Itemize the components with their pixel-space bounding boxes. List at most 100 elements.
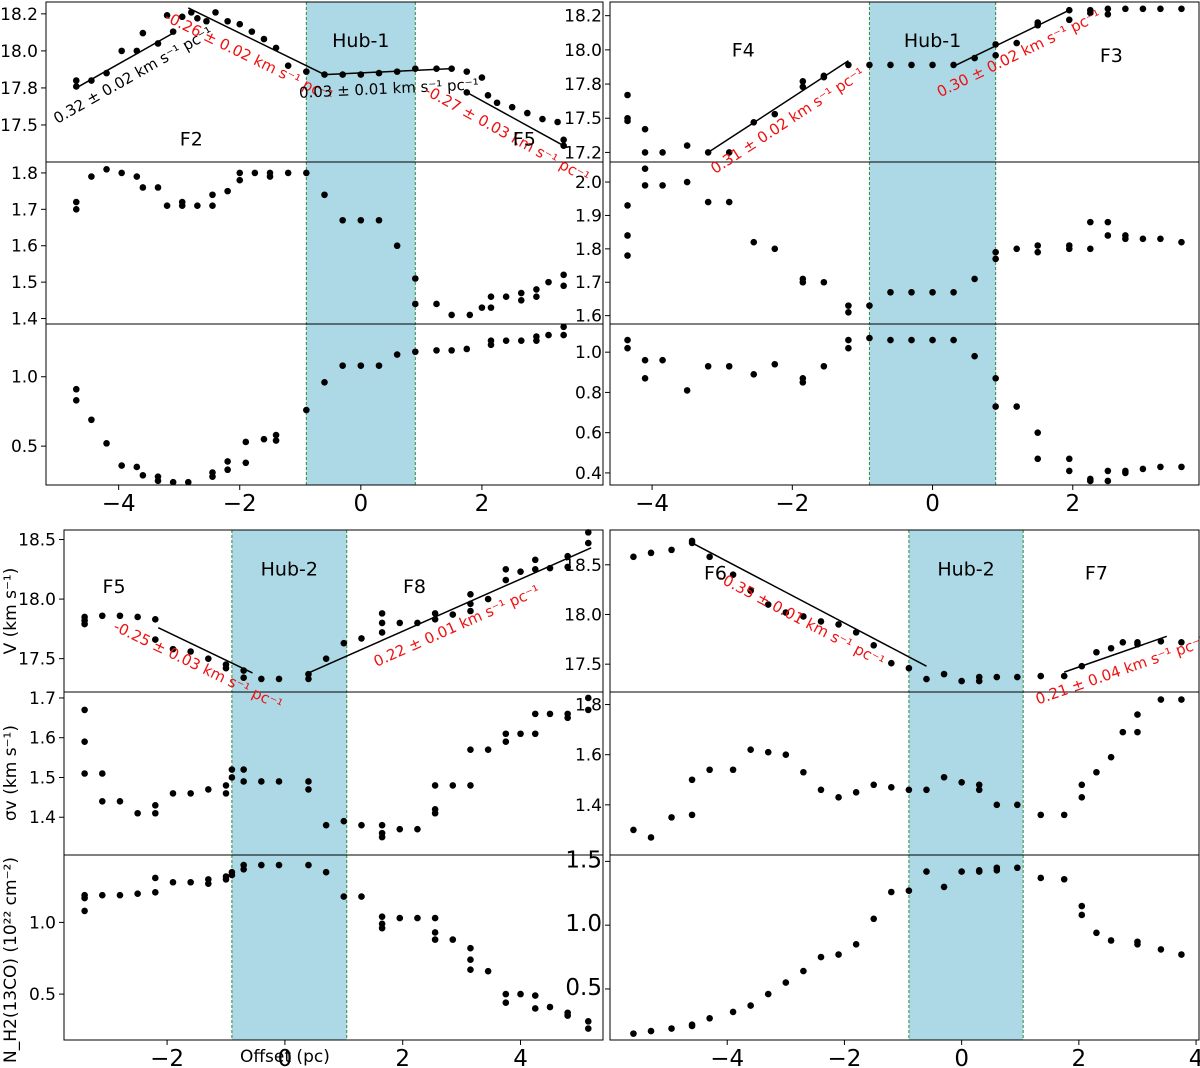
data-point <box>584 1025 592 1032</box>
data-point <box>852 941 860 948</box>
data-point <box>1104 5 1112 13</box>
data-point <box>152 616 159 623</box>
data-point <box>448 347 455 354</box>
data-point <box>378 913 386 920</box>
data-point <box>820 362 828 370</box>
data-point <box>929 336 936 344</box>
data-point <box>799 278 807 286</box>
data-point <box>321 378 328 386</box>
y-tick-label: 1.9 <box>575 206 602 226</box>
data-point <box>560 136 567 144</box>
data-point <box>275 675 283 683</box>
x-tick-label: −2 <box>827 1046 861 1068</box>
data-point <box>659 356 666 364</box>
x-tick-label: −2 <box>775 491 809 517</box>
data-point <box>887 336 894 344</box>
y-label-velocity: V (km s⁻¹) <box>1 568 21 655</box>
data-point <box>1139 5 1147 13</box>
data-point <box>704 362 712 370</box>
data-point <box>950 336 957 344</box>
y-tick-label: 17.8 <box>0 79 38 99</box>
x-tick-label: −2 <box>223 491 257 517</box>
data-point <box>1104 477 1112 485</box>
hub-label: Hub-1 <box>904 30 961 52</box>
y-tick-label: 0.5 <box>11 437 38 457</box>
data-point <box>1178 463 1185 471</box>
data-point <box>958 677 965 685</box>
data-point <box>378 924 386 932</box>
data-point <box>630 826 637 834</box>
data-point <box>923 786 930 794</box>
filament-label: F5 <box>513 129 536 151</box>
y-tick-label: 0.6 <box>575 424 602 444</box>
y-tick-label: 1.5 <box>565 847 602 873</box>
data-point <box>203 17 210 25</box>
data-point <box>887 61 894 69</box>
data-point <box>433 347 440 354</box>
x-tick-label: 4 <box>513 1046 528 1068</box>
data-point <box>1034 248 1042 256</box>
data-point <box>72 83 80 90</box>
data-point <box>169 645 177 653</box>
data-point <box>993 801 1001 809</box>
data-point <box>103 165 110 173</box>
data-point <box>771 110 779 118</box>
data-point <box>81 907 88 915</box>
data-point <box>502 999 510 1007</box>
data-point <box>725 198 733 206</box>
x-tick-label: 0 <box>354 491 369 517</box>
data-point <box>184 478 192 486</box>
y-label-column-density: N_H2(13CO) (10²² cm⁻²) <box>1 857 21 1063</box>
data-point <box>866 302 873 309</box>
data-point <box>431 929 439 936</box>
data-point <box>1013 403 1020 410</box>
data-point <box>533 337 540 344</box>
data-point <box>260 35 268 43</box>
data-point <box>1134 728 1141 736</box>
data-point <box>683 142 691 149</box>
data-point <box>194 202 201 209</box>
data-point <box>378 629 386 636</box>
data-point <box>771 245 779 253</box>
y-tick-label: 18.0 <box>564 605 602 625</box>
y-tick-label: 1.4 <box>11 310 38 330</box>
data-point <box>870 915 878 923</box>
data-point <box>358 821 365 829</box>
data-point <box>154 184 162 191</box>
data-point <box>378 821 386 829</box>
data-point <box>508 103 516 111</box>
data-point <box>929 288 936 296</box>
data-point <box>531 730 539 738</box>
data-point <box>187 790 194 797</box>
data-point <box>169 878 177 886</box>
data-point <box>647 1027 655 1035</box>
data-point <box>1134 941 1141 948</box>
y-tick-label: 1.8 <box>575 240 602 260</box>
data-point <box>152 888 159 896</box>
data-point <box>118 169 125 177</box>
y-tick-label: 1.6 <box>29 729 56 749</box>
data-point <box>431 914 439 922</box>
data-point <box>340 817 348 825</box>
data-point <box>539 115 546 123</box>
data-point <box>706 553 713 561</box>
data-point <box>800 967 807 975</box>
data-point <box>771 360 779 368</box>
data-point <box>546 710 554 718</box>
data-point <box>641 165 649 172</box>
data-point <box>81 706 88 714</box>
data-point <box>560 282 567 290</box>
hub-label: Hub-2 <box>937 558 994 580</box>
hub-band <box>908 530 1024 1040</box>
data-point <box>1157 946 1165 953</box>
y-tick-label: 17.5 <box>18 650 56 670</box>
filament-label: F2 <box>180 129 203 151</box>
data-point <box>624 336 631 344</box>
data-point <box>1104 232 1112 239</box>
fit-line <box>308 547 592 674</box>
y-tick-label: 1.8 <box>11 164 38 184</box>
data-point <box>782 609 790 616</box>
data-point <box>228 774 236 781</box>
data-point <box>81 894 88 902</box>
data-point <box>169 790 177 797</box>
